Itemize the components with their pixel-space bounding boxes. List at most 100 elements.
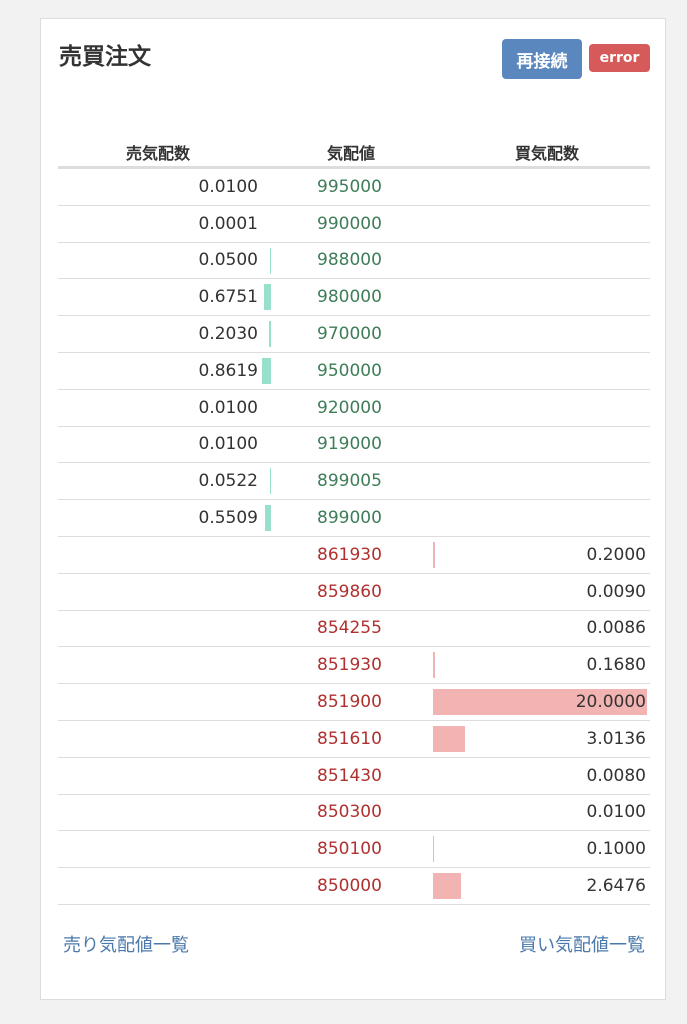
- ask-qty-cell: 0.8619: [58, 353, 271, 389]
- bid-depth-bar: [433, 725, 465, 752]
- ask-price[interactable]: 950000: [317, 360, 382, 381]
- ask-depth-bar: [270, 247, 271, 274]
- ask-price[interactable]: 970000: [317, 324, 382, 345]
- bid-price[interactable]: 851610: [317, 728, 382, 749]
- table-row-ask: 0.6751 980000: [58, 279, 650, 317]
- table-body: 0.0100 995000 0.0001 990000 0.0500 988000 0.67…: [58, 169, 650, 905]
- header-bid-qty: 買気配数: [514, 143, 579, 163]
- bid-price[interactable]: 851900: [317, 692, 382, 713]
- bid-qty-cell: 20.0000: [433, 684, 650, 720]
- table-row-bid: 851900 20.0000: [58, 684, 650, 721]
- bid-qty-cell-empty: [433, 206, 650, 242]
- ask-price[interactable]: 920000: [317, 397, 382, 418]
- bid-qty: 0.2000: [586, 544, 646, 565]
- ask-qty: 0.0500: [198, 250, 258, 271]
- table-row-bid: 861930 0.2000: [58, 537, 650, 574]
- bid-price[interactable]: 859860: [317, 581, 382, 602]
- bid-depth-bar: [433, 652, 435, 679]
- ask-qty-cell: 0.2030: [58, 316, 271, 352]
- table-row-ask: 0.0001 990000: [58, 206, 650, 243]
- ask-qty-cell-empty: [58, 537, 263, 573]
- header-ask-qty: 売気配数: [125, 143, 190, 163]
- ask-price[interactable]: 919000: [317, 434, 382, 455]
- reconnect-button[interactable]: 再接続: [502, 39, 582, 79]
- ask-qty-cell: 0.0100: [58, 390, 263, 426]
- ask-qty: 0.2030: [198, 324, 258, 345]
- bid-qty-cell: 0.0080: [433, 758, 650, 794]
- bid-qty-cell-empty: [433, 463, 650, 499]
- bid-list-link[interactable]: 買い気配値一覧: [519, 935, 645, 956]
- bid-qty: 3.0136: [586, 728, 646, 749]
- ask-price[interactable]: 990000: [317, 213, 382, 234]
- bid-qty: 2.6476: [586, 876, 646, 897]
- table-row-bid: 851430 0.0080: [58, 758, 650, 795]
- bid-price[interactable]: 851430: [317, 765, 382, 786]
- ask-qty: 0.8619: [198, 360, 258, 381]
- table-row-ask: 0.8619 950000: [58, 353, 650, 390]
- ask-depth-bar: [265, 505, 271, 532]
- bid-qty-cell-empty: [433, 243, 650, 279]
- bid-qty: 0.0100: [586, 802, 646, 823]
- ask-qty-cell-empty: [58, 758, 263, 794]
- bid-depth-bar: [433, 836, 434, 863]
- ask-qty-cell-empty: [58, 574, 263, 610]
- order-book-table: 売気配数 気配値 買気配数 0.0100 995000 0.0001 990000 0.…: [58, 137, 650, 905]
- bid-qty-cell: 2.6476: [433, 868, 650, 904]
- ask-qty-cell-empty: [58, 795, 263, 831]
- table-row-bid: 851930 0.1680: [58, 647, 650, 685]
- bid-qty-cell-empty: [433, 353, 650, 389]
- bid-price[interactable]: 850100: [317, 839, 382, 860]
- bid-price[interactable]: 850000: [317, 876, 382, 897]
- bid-qty-cell-empty: [433, 279, 650, 315]
- table-row-ask: 0.0100 919000: [58, 427, 650, 464]
- ask-qty: 0.0100: [198, 397, 258, 418]
- bid-price[interactable]: 854255: [317, 618, 382, 639]
- ask-depth-bar: [269, 321, 271, 348]
- bid-qty: 0.0086: [586, 618, 646, 639]
- ask-qty-cell: 0.6751: [58, 279, 271, 315]
- status-badge: error: [589, 44, 650, 72]
- bid-qty-cell-empty: [433, 316, 650, 352]
- bid-qty-cell: 0.1680: [433, 647, 650, 683]
- ask-qty-cell: 0.0100: [58, 169, 263, 205]
- table-row-bid: 854255 0.0086: [58, 611, 650, 648]
- panel-title: 売買注文: [59, 44, 151, 70]
- bid-depth-bar: [433, 689, 647, 716]
- ask-list-link[interactable]: 売り気配値一覧: [63, 935, 189, 956]
- bid-qty-cell-empty: [433, 169, 650, 205]
- table-row-ask: 0.0100 995000: [58, 169, 650, 206]
- ask-depth-bar: [262, 357, 271, 384]
- ask-price[interactable]: 988000: [317, 250, 382, 271]
- ask-price[interactable]: 899000: [317, 508, 382, 529]
- bid-qty: 0.0080: [586, 765, 646, 786]
- ask-qty-cell-empty: [58, 647, 263, 683]
- bid-qty: 0.1680: [586, 655, 646, 676]
- table-row-bid: 850300 0.0100: [58, 795, 650, 832]
- ask-qty: 0.5509: [198, 508, 258, 529]
- ask-price[interactable]: 980000: [317, 287, 382, 308]
- ask-price[interactable]: 899005: [317, 471, 382, 492]
- ask-qty-cell-empty: [58, 721, 263, 757]
- ask-qty-cell-empty: [58, 611, 263, 647]
- table-row-ask: 0.0100 920000: [58, 390, 650, 427]
- ask-qty: 0.0001: [198, 213, 258, 234]
- ask-qty-cell: 0.0100: [58, 427, 263, 463]
- ask-qty: 0.0522: [198, 471, 258, 492]
- ask-price[interactable]: 995000: [317, 176, 382, 197]
- ask-qty-cell-empty: [58, 831, 263, 867]
- bid-price[interactable]: 861930: [317, 544, 382, 565]
- bid-qty-cell-empty: [433, 390, 650, 426]
- ask-qty-cell-empty: [58, 868, 263, 904]
- table-row-ask: 0.0500 988000: [58, 243, 650, 280]
- bid-price[interactable]: 850300: [317, 802, 382, 823]
- bid-qty-cell: 0.0100: [433, 795, 650, 831]
- ask-qty: 0.6751: [198, 287, 258, 308]
- bid-price[interactable]: 851930: [317, 655, 382, 676]
- bid-qty: 0.0090: [586, 581, 646, 602]
- ask-qty-cell-empty: [58, 684, 263, 720]
- table-row-ask: 0.0522 899005: [58, 463, 650, 501]
- table-row-bid: 850100 0.1000: [58, 831, 650, 869]
- bid-qty: 20.0000: [575, 692, 646, 713]
- ask-qty-cell: 0.0001: [58, 206, 263, 242]
- bid-depth-bar: [433, 873, 461, 900]
